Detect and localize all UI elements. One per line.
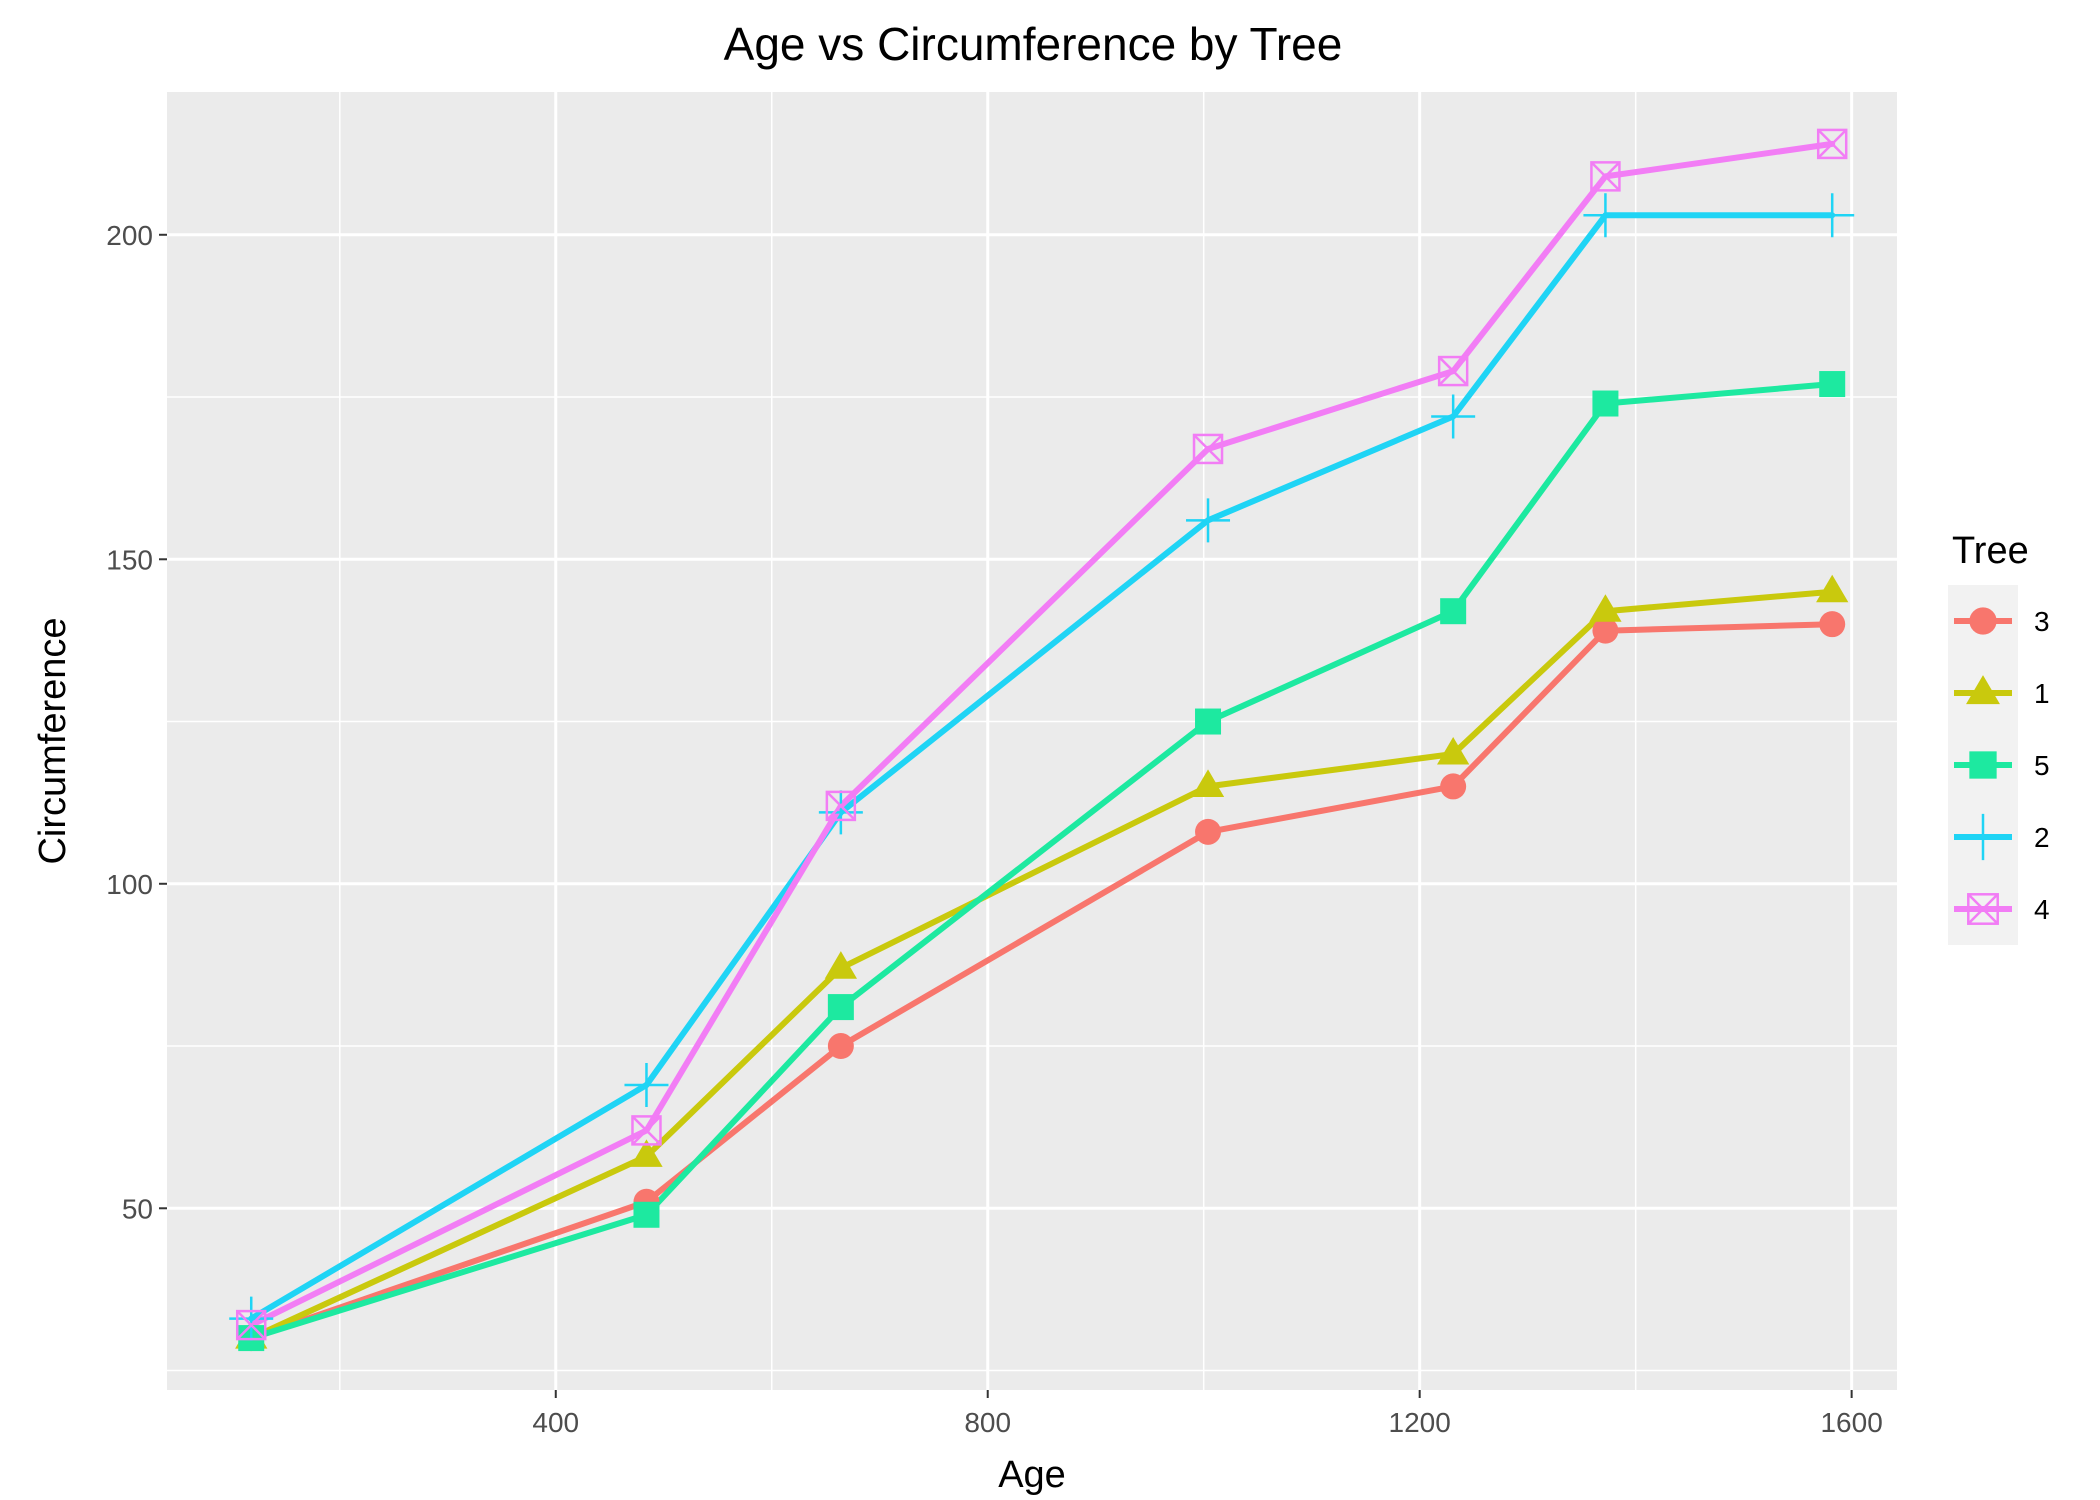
data-point-5 xyxy=(1440,598,1467,625)
data-point-4-box xyxy=(631,1115,662,1146)
legend-key-marker xyxy=(1959,813,2007,861)
legend-item-2: 2 xyxy=(1948,801,2050,873)
legend-key-marker xyxy=(1966,675,2000,705)
legend: Tree 3 1 5 2 4 xyxy=(1948,530,2050,945)
data-point-1 xyxy=(824,951,858,979)
data-point-2-stroke xyxy=(624,1062,669,1107)
y-tick-label: 200 xyxy=(106,220,153,251)
data-point-4 xyxy=(631,1115,662,1146)
legend-label: 5 xyxy=(2034,750,2050,781)
x-tick-label: 400 xyxy=(532,1407,579,1438)
data-point-4-cross xyxy=(631,1115,662,1146)
data-point-1 xyxy=(1589,594,1622,622)
data-point-5 xyxy=(1195,708,1222,735)
x-tick-label: 1600 xyxy=(1820,1407,1882,1438)
legend-key-marker-box xyxy=(1967,893,1999,925)
legend-key-marker xyxy=(1969,607,1997,635)
legend-key-marker xyxy=(1969,751,1997,779)
data-point-4-cross xyxy=(1438,356,1469,386)
data-point-2 xyxy=(1810,193,1855,238)
data-point-2-stroke xyxy=(1583,193,1628,238)
data-point-3 xyxy=(1592,617,1619,644)
x-axis-title: Age xyxy=(998,1454,1066,1496)
legend-key-marker xyxy=(1967,893,1999,925)
legend-item-3: 3 xyxy=(1948,585,2050,657)
data-point-4-box xyxy=(1437,355,1469,387)
legend-key-marker-stroke xyxy=(1959,813,2007,861)
data-point-4-box xyxy=(825,790,857,822)
data-point-4 xyxy=(235,1309,267,1341)
data-point-1 xyxy=(1437,736,1470,765)
data-point-4-cross xyxy=(1193,434,1223,464)
plot-panel xyxy=(167,92,1897,1390)
data-point-2 xyxy=(1431,394,1476,439)
data-point-1 xyxy=(1816,574,1849,603)
data-point-5 xyxy=(633,1201,660,1228)
legend-item-4: 4 xyxy=(1948,873,2050,945)
y-axis-title: Circumference xyxy=(32,617,74,864)
y-tick-label: 100 xyxy=(106,869,153,900)
chart-title: Age vs Circumference by Tree xyxy=(724,18,1343,70)
data-point-4-cross xyxy=(236,1310,267,1340)
y-axis-ticks: 50 100 150 200 xyxy=(106,220,167,1224)
grid-lines xyxy=(167,92,1897,1390)
data-point-2-stroke xyxy=(1431,394,1476,439)
data-point-4 xyxy=(1437,355,1469,387)
data-point-3 xyxy=(827,1033,854,1060)
data-point-4-cross xyxy=(825,791,856,821)
data-point-3 xyxy=(1195,818,1222,845)
data-point-1 xyxy=(1191,769,1225,797)
legend-label: 2 xyxy=(2034,822,2050,853)
data-point-2 xyxy=(624,1062,669,1107)
data-point-2 xyxy=(1186,498,1231,543)
x-tick-label: 1200 xyxy=(1389,1407,1451,1438)
series-points xyxy=(229,128,1855,1352)
data-point-4 xyxy=(1192,433,1224,465)
data-point-3 xyxy=(1819,611,1846,638)
data-point-4-box xyxy=(1816,128,1848,160)
x-tick-label: 800 xyxy=(964,1407,1011,1438)
data-point-2-stroke xyxy=(1186,498,1231,543)
legend-key-marker-cross xyxy=(1967,893,1999,925)
y-tick-label: 150 xyxy=(106,544,153,575)
legend-title: Tree xyxy=(1952,530,2029,572)
data-point-5 xyxy=(827,994,854,1021)
legend-label: 1 xyxy=(2034,678,2050,709)
legend-item-5: 5 xyxy=(1948,729,2050,801)
y-tick-label: 50 xyxy=(122,1193,153,1224)
legend-item-1: 1 xyxy=(1948,657,2050,729)
data-point-4-cross xyxy=(1590,161,1621,192)
data-point-2 xyxy=(1583,193,1628,238)
legend-label: 4 xyxy=(2034,894,2050,925)
x-axis-ticks: 400 800 1200 1600 xyxy=(532,1390,1883,1438)
data-point-5 xyxy=(1592,390,1619,417)
data-point-3 xyxy=(1440,773,1467,800)
data-point-2-stroke xyxy=(1810,193,1855,238)
data-point-4 xyxy=(825,790,857,822)
data-point-4 xyxy=(1816,128,1848,160)
data-point-1 xyxy=(630,1139,663,1167)
data-point-4-box xyxy=(235,1309,267,1341)
data-point-4-box xyxy=(1590,161,1621,192)
data-point-4-cross xyxy=(1817,129,1848,159)
legend-label: 3 xyxy=(2034,606,2050,637)
data-point-4-box xyxy=(1192,433,1224,465)
data-point-4 xyxy=(1590,161,1621,192)
data-point-5 xyxy=(1819,371,1846,398)
